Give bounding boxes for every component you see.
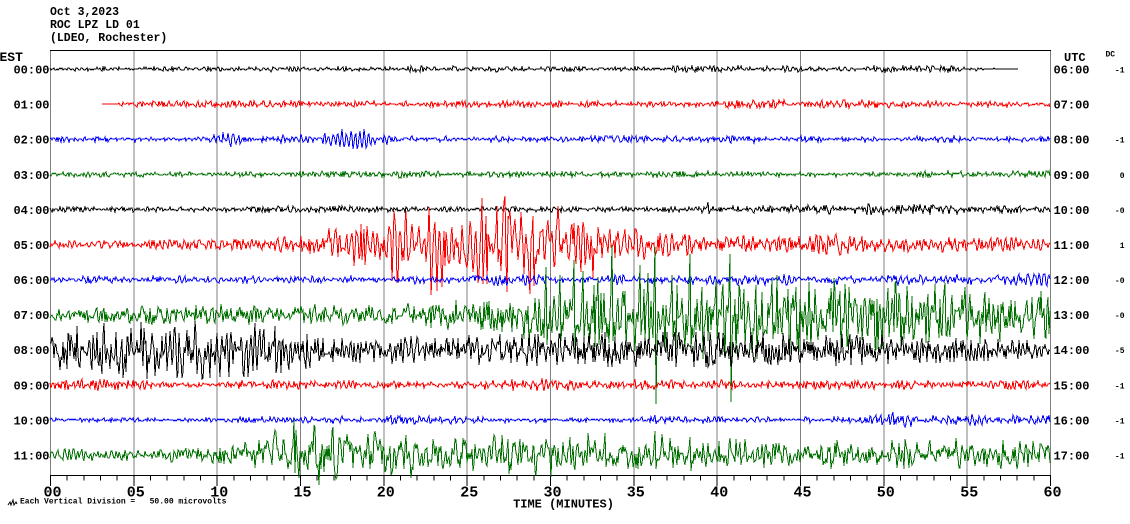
svg-text:Oct 3,2023: Oct 3,2023 — [50, 6, 119, 19]
svg-text:10: 10 — [210, 485, 228, 502]
svg-text:00: 00 — [43, 485, 61, 502]
svg-text:25: 25 — [460, 485, 478, 502]
svg-text:30: 30 — [543, 485, 561, 502]
svg-text:11:00: 11:00 — [1053, 239, 1089, 253]
svg-text:55: 55 — [960, 485, 978, 502]
svg-text:50: 50 — [877, 485, 895, 502]
svg-text:14:00: 14:00 — [1053, 344, 1089, 358]
svg-text:TIME (MINUTES): TIME (MINUTES) — [513, 498, 614, 512]
svg-text:15: 15 — [293, 485, 311, 502]
svg-text:40: 40 — [710, 485, 728, 502]
svg-text:-0: -0 — [1115, 312, 1125, 321]
svg-text:ROC LPZ LD 01: ROC LPZ LD 01 — [50, 19, 140, 32]
svg-text:Each Vertical Division = 50.: Each Vertical Division = 50.00 microvolt… — [20, 498, 227, 507]
svg-text:45: 45 — [793, 485, 811, 502]
svg-text:06:00: 06:00 — [13, 274, 49, 288]
svg-text:06:00: 06:00 — [1053, 64, 1089, 78]
svg-text:12:00: 12:00 — [1053, 274, 1089, 288]
svg-text:08:00: 08:00 — [13, 344, 49, 358]
svg-text:09:00: 09:00 — [1053, 169, 1089, 183]
svg-text:13:00: 13:00 — [1053, 309, 1089, 323]
svg-text:-1: -1 — [1115, 137, 1125, 146]
svg-text:0: 0 — [1120, 172, 1125, 181]
svg-text:1: 1 — [1120, 242, 1125, 251]
svg-text:20: 20 — [377, 485, 395, 502]
svg-text:-1: -1 — [1115, 67, 1125, 76]
svg-text:04:00: 04:00 — [13, 204, 49, 218]
svg-text:16:00: 16:00 — [1053, 414, 1089, 428]
svg-text:09:00: 09:00 — [13, 379, 49, 393]
svg-text:60: 60 — [1043, 485, 1061, 502]
svg-text:-1: -1 — [1115, 417, 1125, 426]
svg-text:01:00: 01:00 — [13, 99, 49, 113]
svg-text:15:00: 15:00 — [1053, 379, 1089, 393]
svg-text:-1: -1 — [1115, 382, 1125, 391]
svg-text:-0: -0 — [1115, 207, 1125, 216]
svg-text:-0: -0 — [1115, 277, 1125, 286]
svg-text:05: 05 — [127, 485, 145, 502]
svg-text:UTC: UTC — [1064, 51, 1086, 65]
svg-text:-5: -5 — [1115, 347, 1125, 356]
svg-text:07:00: 07:00 — [13, 309, 49, 323]
svg-text:05:00: 05:00 — [13, 239, 49, 253]
svg-text:(LDEO, Rochester): (LDEO, Rochester) — [50, 32, 167, 45]
svg-text:17:00: 17:00 — [1053, 450, 1089, 464]
svg-text:08:00: 08:00 — [1053, 134, 1089, 148]
svg-text:35: 35 — [627, 485, 645, 502]
svg-text:10:00: 10:00 — [13, 414, 49, 428]
svg-text:-1: -1 — [1115, 453, 1125, 462]
svg-text:EST: EST — [0, 50, 23, 65]
svg-text:02:00: 02:00 — [13, 134, 49, 148]
svg-text:10:00: 10:00 — [1053, 204, 1089, 218]
svg-text:DC: DC — [1106, 51, 1116, 60]
svg-text:11:00: 11:00 — [13, 450, 49, 464]
svg-text:03:00: 03:00 — [13, 169, 49, 183]
svg-text:07:00: 07:00 — [1053, 99, 1089, 113]
svg-text:00:00: 00:00 — [13, 64, 49, 78]
